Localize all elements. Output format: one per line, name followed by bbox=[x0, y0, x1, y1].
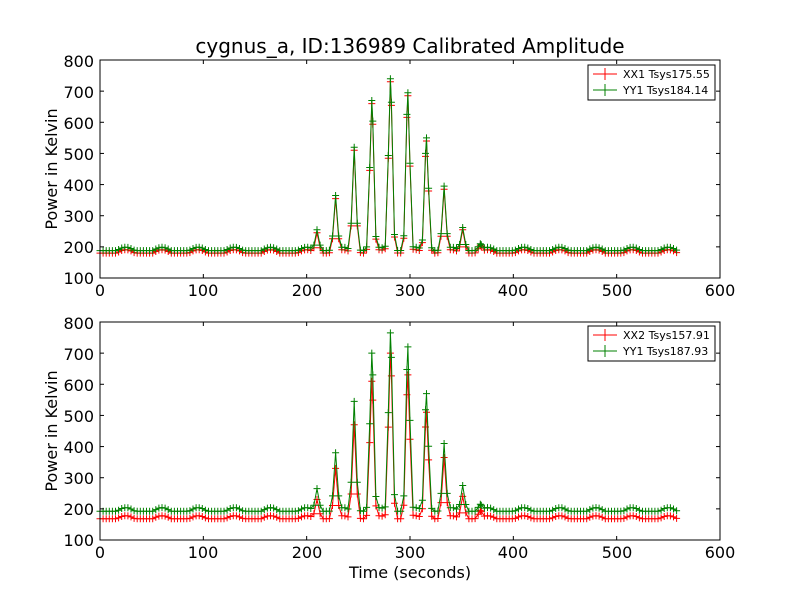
top-ytick-label: 500 bbox=[63, 145, 94, 164]
bottom-axes: 0 100 200 300 400 500 600 100 200 300 40… bbox=[42, 314, 735, 582]
chart-title: cygnus_a, ID:136989 Calibrated Amplitude bbox=[195, 34, 624, 58]
x-axis-label: Time (seconds) bbox=[348, 563, 471, 582]
bottom-ytick-label: 300 bbox=[63, 469, 94, 488]
top-xtick-label: 300 bbox=[395, 281, 426, 300]
top-ytick-label: 300 bbox=[63, 207, 94, 226]
legend-label-yy1-bottom: YY1 Tsys187.93 bbox=[622, 345, 708, 358]
legend-label-xx1: XX1 Tsys175.55 bbox=[623, 68, 710, 81]
bottom-xtick-label: 600 bbox=[705, 543, 736, 562]
bottom-ticks bbox=[99, 321, 721, 541]
top-xtick-label: 0 bbox=[95, 281, 105, 300]
top-ytick-label: 600 bbox=[63, 114, 94, 133]
bottom-xtick-label: 0 bbox=[95, 543, 105, 562]
bottom-y-axis-label: Power in Kelvin bbox=[42, 370, 61, 491]
bottom-xtick-label: 100 bbox=[188, 543, 219, 562]
bottom-ytick-label: 800 bbox=[63, 314, 94, 333]
bottom-ytick-label: 400 bbox=[63, 438, 94, 457]
bottom-ytick-label: 100 bbox=[63, 531, 94, 550]
bottom-xtick-label: 500 bbox=[602, 543, 633, 562]
bottom-xtick-label: 400 bbox=[498, 543, 529, 562]
top-xtick-label: 100 bbox=[188, 281, 219, 300]
top-ytick-label: 400 bbox=[63, 176, 94, 195]
top-y-axis-label: Power in Kelvin bbox=[42, 108, 61, 229]
top-xtick-label: 600 bbox=[705, 281, 736, 300]
top-ytick-label: 100 bbox=[63, 269, 94, 288]
bottom-legend-box bbox=[587, 325, 716, 362]
bottom-ytick-label: 200 bbox=[63, 500, 94, 519]
bottom-ytick-label: 600 bbox=[63, 376, 94, 395]
top-legend-box bbox=[587, 64, 716, 101]
bottom-xtick-label: 200 bbox=[292, 543, 323, 562]
bottom-ytick-label: 500 bbox=[63, 407, 94, 426]
bottom-xtick-label: 300 bbox=[395, 543, 426, 562]
bottom-ytick-label: 700 bbox=[63, 345, 94, 364]
legend-label-yy1: YY1 Tsys184.14 bbox=[622, 84, 708, 97]
top-legend: XX1 Tsys175.55 YY1 Tsys184.14 bbox=[587, 64, 716, 101]
top-ytick-label: 800 bbox=[63, 52, 94, 71]
top-xtick-label: 200 bbox=[292, 281, 323, 300]
top-ticks bbox=[99, 59, 721, 279]
top-axes: cygnus_a, ID:136989 Calibrated Amplitude… bbox=[42, 34, 735, 300]
top-ytick-label: 200 bbox=[63, 238, 94, 257]
bottom-legend: XX2 Tsys157.91 YY1 Tsys187.93 bbox=[587, 325, 716, 362]
top-ytick-label: 700 bbox=[63, 83, 94, 102]
top-xtick-label: 400 bbox=[498, 281, 529, 300]
top-xtick-label: 500 bbox=[602, 281, 633, 300]
legend-label-xx2: XX2 Tsys157.91 bbox=[623, 329, 710, 342]
